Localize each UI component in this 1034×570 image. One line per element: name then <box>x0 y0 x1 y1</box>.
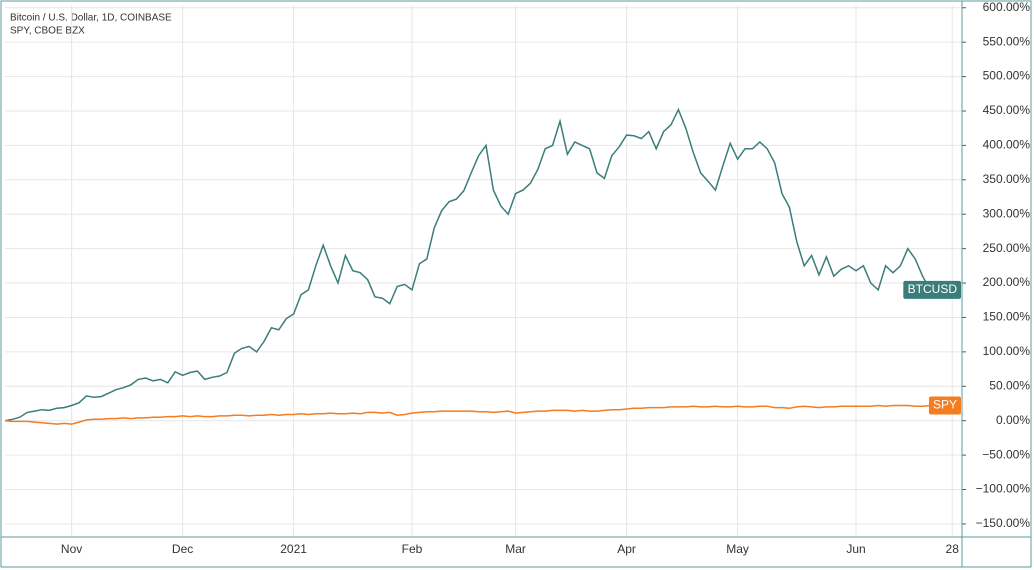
y-tick-label: −100.00% <box>976 482 1031 496</box>
y-tick-label: 150.00% <box>983 310 1031 324</box>
y-tick-label: 0.00% <box>996 413 1030 427</box>
x-tick-label: 28 <box>946 542 960 556</box>
x-tick-label: 2021 <box>280 542 307 556</box>
y-tick-label: 450.00% <box>983 103 1031 117</box>
y-tick-label: 100.00% <box>983 344 1031 358</box>
y-tick-label: −50.00% <box>982 447 1030 461</box>
y-tick-label: 600.00% <box>983 0 1031 14</box>
series-name: SPY <box>933 398 957 412</box>
y-tick-label: 300.00% <box>983 206 1031 220</box>
y-tick-label: 50.00% <box>989 378 1030 392</box>
series-line <box>4 404 931 425</box>
y-tick-label: 200.00% <box>983 275 1031 289</box>
y-tick-label: −150.00% <box>976 516 1031 530</box>
y-tick-label: 400.00% <box>983 138 1031 152</box>
series-line <box>4 107 931 422</box>
last-value-label: BTCUSD <box>903 280 961 299</box>
legend-entry: Bitcoin / U.S. Dollar, 1D, COINBASE <box>10 13 172 24</box>
x-tick-label: Jun <box>846 542 865 556</box>
x-tick-label: Mar <box>505 542 526 556</box>
x-tick-label: Feb <box>402 542 423 556</box>
grid <box>5 5 962 537</box>
label-box <box>928 396 961 415</box>
x-tick-label: May <box>726 542 749 556</box>
last-value-label: SPY <box>928 396 961 415</box>
y-tick-label: 550.00% <box>983 34 1031 48</box>
y-tick-label: 250.00% <box>983 241 1031 255</box>
y-tick-label: 500.00% <box>983 69 1031 83</box>
x-tick-label: Nov <box>61 542 82 556</box>
series-name: BTCUSD <box>908 282 958 296</box>
label-box <box>903 280 961 299</box>
legend-entry: SPY, CBOE BZX <box>10 26 85 37</box>
x-tick-label: Apr <box>617 542 636 556</box>
y-tick-label: 350.00% <box>983 172 1031 186</box>
x-tick-label: Dec <box>172 542 193 556</box>
